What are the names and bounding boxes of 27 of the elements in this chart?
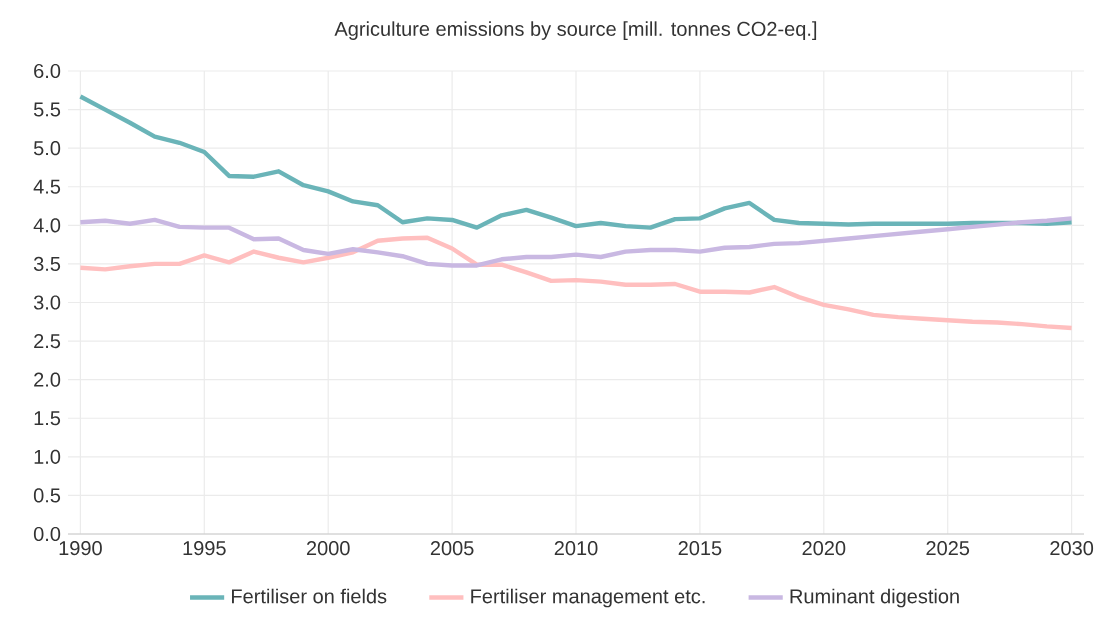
legend-label: Fertiliser on fields xyxy=(232,588,387,604)
y-tick-label: 4.5 xyxy=(33,179,61,194)
x-tick-label: 2020 xyxy=(802,541,846,556)
y-tick-label: 4.0 xyxy=(33,218,61,233)
x-tick-label: 2000 xyxy=(306,541,350,556)
y-tick-label: 2.5 xyxy=(34,334,61,349)
y-tick-label: 5.5 xyxy=(33,102,61,117)
x-tick-label: 1990 xyxy=(59,541,102,556)
y-tick-label: 5.0 xyxy=(33,141,61,156)
x-tick-label: 2010 xyxy=(554,541,598,556)
y-tick-label: 1.0 xyxy=(34,449,61,464)
x-tick-label: 2025 xyxy=(926,541,970,556)
y-tick-label: 1.5 xyxy=(34,411,61,426)
y-tick-label: 2.0 xyxy=(34,372,61,387)
legend-label: Ruminant digestion xyxy=(790,588,959,608)
y-tick-label: 3.0 xyxy=(33,295,61,310)
y-tick-label: 0.0 xyxy=(33,526,61,542)
x-tick-label: 2030 xyxy=(1050,541,1094,556)
legend-label: Fertiliser management etc. xyxy=(471,588,705,608)
y-tick-label: 6.0 xyxy=(34,63,61,79)
line-series xyxy=(78,235,1074,331)
chart-title: Agriculture emissions by source [mill. tonnes CO2-eq.] xyxy=(334,21,817,40)
y-tick-label: 0.5 xyxy=(33,488,61,503)
x-tick-label: 1995 xyxy=(183,541,226,556)
y-tick-label: 3.5 xyxy=(33,256,61,271)
x-tick-label: 2005 xyxy=(430,541,474,556)
x-tick-label: 2015 xyxy=(678,541,722,556)
